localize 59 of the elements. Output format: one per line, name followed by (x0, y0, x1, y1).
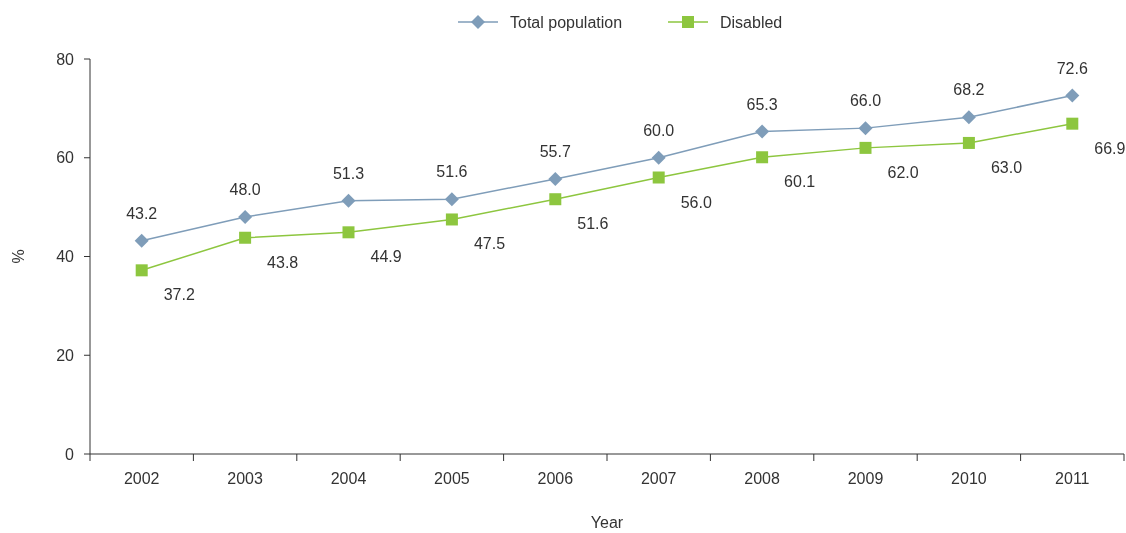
point (444, 192, 459, 207)
data-label: 47.5 (473, 235, 506, 253)
point (858, 121, 873, 136)
point (1066, 117, 1079, 130)
y-tick-label: 0 (65, 445, 75, 463)
legend-label: Disabled (720, 13, 783, 31)
point (651, 150, 666, 165)
point (756, 151, 769, 164)
data-label: 48.0 (229, 181, 261, 198)
data-label: 55.7 (539, 142, 571, 160)
point (135, 264, 148, 277)
data-label: 60.0 (643, 121, 675, 139)
data-label: 56.0 (680, 193, 712, 211)
point (549, 193, 562, 206)
point (238, 210, 253, 224)
y-tick-label: 20 (56, 346, 75, 364)
point (445, 213, 458, 226)
x-tick-label: 2008 (744, 470, 780, 487)
y-tick-label: 60 (56, 149, 75, 167)
x-tick-label: 2007 (640, 470, 677, 487)
point (342, 226, 355, 239)
x-axis-title: Year (590, 514, 624, 531)
x-tick-label: 2010 (951, 470, 987, 487)
data-label: 63.0 (990, 158, 1023, 176)
legend-label: Total population (510, 13, 623, 31)
x-tick-label: 2011 (1055, 470, 1090, 487)
x-tick-label: 2002 (123, 470, 160, 487)
x-tick-label: 2004 (330, 470, 367, 487)
data-label: 43.2 (126, 204, 158, 222)
point (548, 171, 563, 186)
point (239, 231, 252, 244)
data-label: 60.1 (784, 173, 816, 191)
data-label: 72.6 (1056, 59, 1088, 77)
x-tick-label: 2009 (847, 470, 884, 487)
point (652, 171, 665, 184)
point (341, 193, 356, 208)
data-label: 51.6 (436, 163, 468, 181)
point (1065, 88, 1080, 103)
data-label: 65.3 (746, 95, 778, 113)
x-tick-label: 2003 (227, 470, 263, 487)
y-tick-label: 40 (56, 248, 75, 266)
point (962, 136, 975, 149)
data-label: 68.2 (953, 81, 985, 99)
data-label: 44.9 (370, 248, 402, 266)
data-label: 66.9 (1094, 139, 1126, 157)
y-tick-label: 80 (56, 50, 75, 68)
data-label: 43.8 (267, 253, 299, 271)
point (859, 141, 872, 154)
data-label: 66.0 (849, 92, 882, 110)
data-label: 62.0 (887, 163, 919, 181)
point (755, 124, 770, 139)
data-label: 51.6 (577, 215, 609, 233)
data-label: 51.3 (332, 164, 365, 182)
point (961, 110, 976, 125)
x-tick-label: 2006 (537, 470, 574, 487)
y-axis-title: % (10, 249, 27, 264)
data-label: 37.2 (163, 286, 195, 304)
x-tick-label: 2005 (434, 470, 470, 487)
point (134, 233, 149, 248)
